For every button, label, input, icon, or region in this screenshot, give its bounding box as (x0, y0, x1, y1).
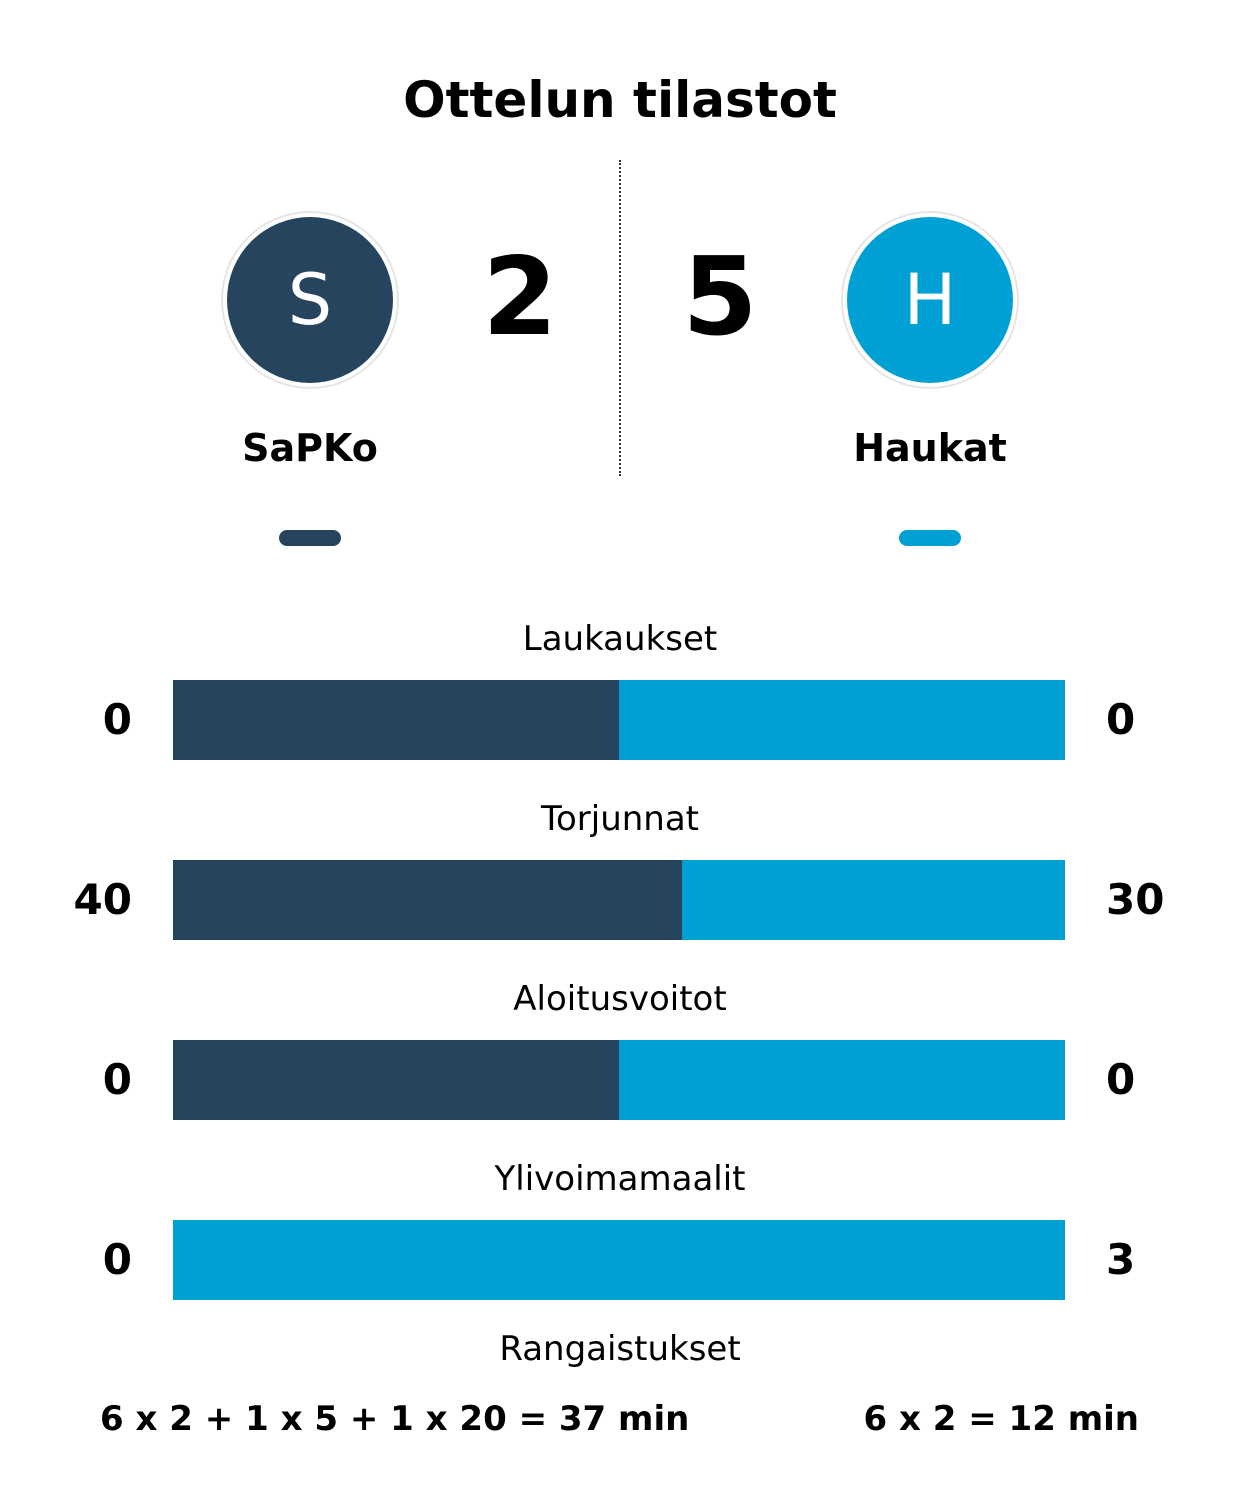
stat-bar-home-segment (173, 860, 682, 940)
stat-away-value-saves: 30 (1106, 875, 1165, 924)
stat-away-value-powerplay-goals: 3 (1106, 1235, 1136, 1284)
stat-label-faceoffs: Aloitusvoitot (513, 979, 727, 1019)
stat-bar-shots (173, 680, 1065, 760)
stat-bar-home-segment (173, 1040, 619, 1120)
home-team-logo: S (227, 217, 393, 383)
penalties-label: Rangaistukset (499, 1329, 741, 1369)
away-score: 5 (682, 235, 758, 360)
stat-away-value-faceoffs: 0 (1106, 1055, 1136, 1104)
page-title: Ottelun tilastot (403, 71, 837, 129)
stat-bar-away-segment (682, 860, 1065, 940)
stat-away-value-shots: 0 (1106, 695, 1136, 744)
home-team-logo-initial: S (287, 259, 333, 341)
stat-bar-faceoffs (173, 1040, 1065, 1120)
stat-label-saves: Torjunnat (540, 799, 700, 839)
stat-bar-away-segment (619, 1040, 1065, 1120)
stat-home-value-powerplay-goals: 0 (102, 1235, 132, 1284)
stat-home-value-faceoffs: 0 (102, 1055, 132, 1104)
stat-home-value-shots: 0 (102, 695, 132, 744)
home-team-name: SaPKo (242, 426, 378, 470)
score-divider (619, 160, 621, 476)
stat-bar-away-segment (173, 1220, 1065, 1300)
home-penalties-value: 6 x 2 + 1 x 5 + 1 x 20 = 37 min (100, 1399, 690, 1439)
home-color-pill (279, 530, 341, 546)
stat-label-powerplay-goals: Ylivoimamaalit (494, 1159, 746, 1199)
away-color-pill (899, 530, 961, 546)
away-penalties-value: 6 x 2 = 12 min (863, 1399, 1139, 1439)
stat-bar-away-segment (619, 680, 1065, 760)
away-team-name: Haukat (853, 426, 1007, 470)
home-score: 2 (482, 235, 558, 360)
stat-bar-saves (173, 860, 1065, 940)
stat-label-shots: Laukaukset (522, 619, 718, 659)
away-team-logo: H (847, 217, 1013, 383)
away-team-logo-initial: H (903, 259, 957, 341)
stat-home-value-saves: 40 (73, 875, 132, 924)
stat-bar-powerplay-goals (173, 1220, 1065, 1300)
stat-bar-home-segment (173, 680, 619, 760)
